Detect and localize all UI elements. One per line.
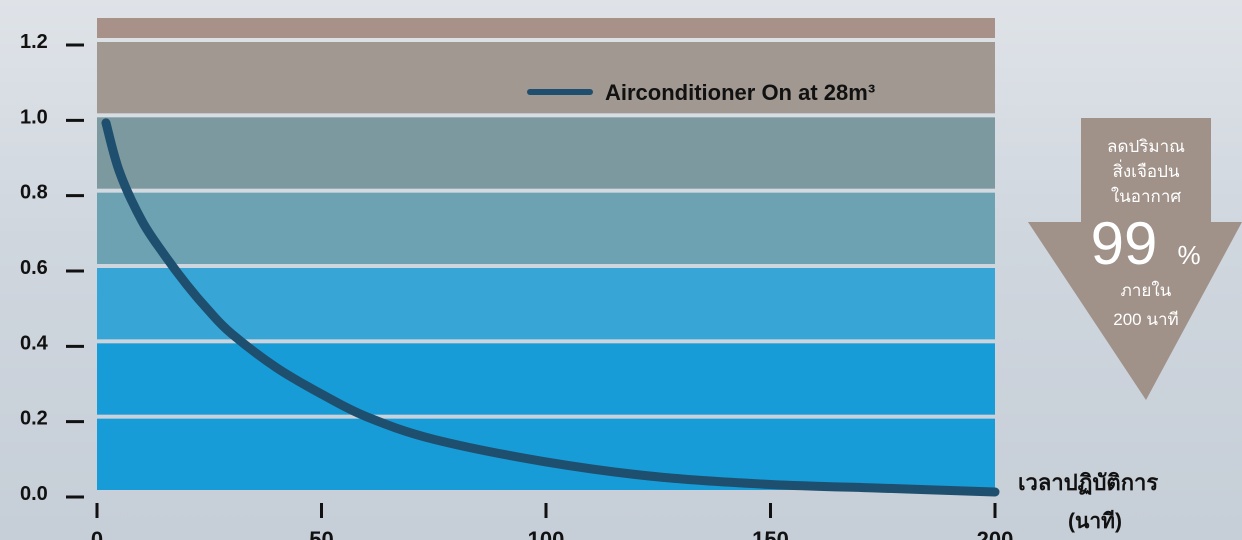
legend: Airconditioner On at 28m³ — [527, 80, 875, 105]
x-tick-label: 100 — [528, 527, 565, 540]
band-2 — [97, 268, 995, 340]
callout-line-1: ลดปริมาณ — [1107, 137, 1185, 156]
band-4 — [97, 117, 995, 189]
y-tick-label: 0.4 — [20, 332, 49, 354]
y-tick-label: 0.8 — [20, 182, 48, 204]
x-tick-label: 0 — [91, 527, 103, 540]
y-axis: 0.0 0.2 0.4 0.6 0.8 1.0 1.2 — [20, 31, 84, 505]
legend-label: Airconditioner On at 28m³ — [605, 80, 875, 105]
callout-line-3: ในอากาศ — [1111, 186, 1182, 206]
series-line-0 — [101, 118, 1000, 497]
y-tick-label: 1.0 — [20, 106, 48, 128]
band-5 — [97, 42, 995, 114]
x-tick-label: 200 — [977, 527, 1014, 540]
y-tick-label: 0.0 — [20, 483, 48, 505]
x-axis: 0 50 100 150 200 — [91, 503, 1013, 540]
callout-percent-sign: % — [1177, 240, 1200, 270]
band-6 — [97, 18, 995, 38]
band-1 — [97, 343, 995, 415]
background-bands — [97, 18, 995, 490]
callout-line-4: ภายใน — [1121, 280, 1172, 300]
x-tick-label: 150 — [752, 527, 789, 540]
x-axis-unit: (นาที) — [1068, 509, 1122, 533]
callout-line-2: สิ่งเจือปน — [1112, 159, 1179, 181]
x-axis-label: เวลาปฏิบัติการ — [1018, 470, 1158, 495]
reduction-callout: ลดปริมาณ สิ่งเจือปน ในอากาศ 99 % ภายใน 2… — [1028, 118, 1242, 400]
callout-line-5: 200 นาที — [1113, 310, 1178, 329]
y-tick-label: 0.2 — [20, 408, 48, 430]
y-tick-label: 0.6 — [20, 257, 48, 279]
y-tick-label: 1.2 — [20, 31, 48, 53]
x-tick-label: 50 — [309, 527, 333, 540]
callout-percent-value: 99 — [1091, 210, 1158, 277]
band-3 — [97, 192, 995, 264]
series-layer — [101, 118, 1000, 497]
band-0 — [97, 418, 995, 490]
down-arrow-icon — [1028, 118, 1242, 400]
